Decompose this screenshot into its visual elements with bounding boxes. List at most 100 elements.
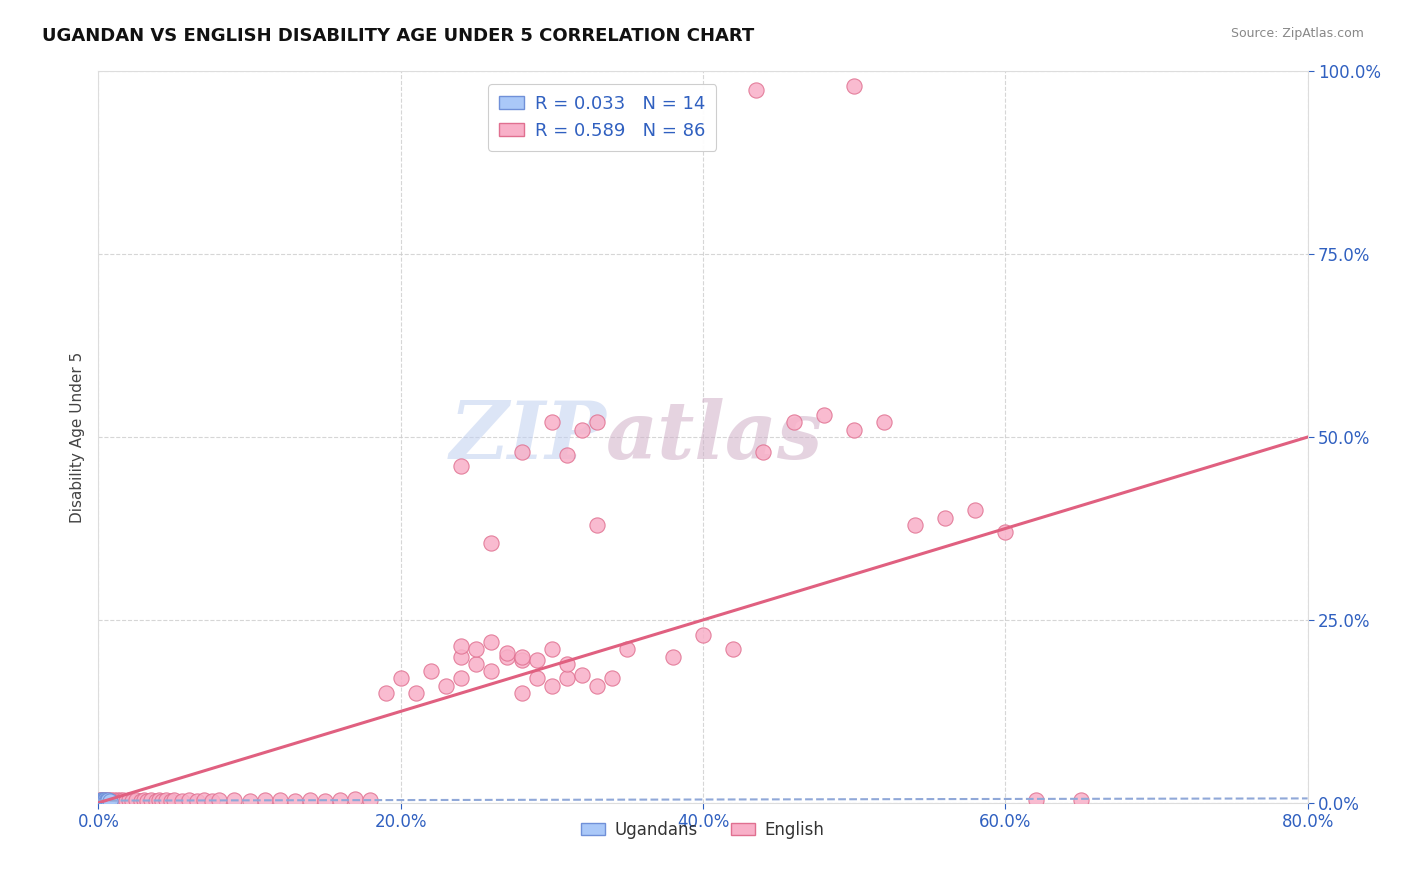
Point [374,686,396,700]
Point [510,653,533,667]
Point [90,794,112,808]
Point [450,459,472,474]
Legend: Ugandans, English: Ugandans, English [575,814,831,846]
Point [141,793,163,807]
Text: atlas: atlas [606,399,824,475]
Point [571,667,593,681]
Point [586,679,609,693]
Point [89,794,111,808]
Point [450,639,472,653]
Point [510,686,533,700]
Point [239,794,262,808]
Point [723,642,745,657]
Point [89,793,111,807]
Point [129,794,152,808]
Text: ZIP: ZIP [450,399,606,475]
Point [284,794,307,808]
Point [94,793,117,807]
Point [96,793,118,807]
Point [118,793,141,807]
Point [90,793,112,807]
Point [125,793,148,807]
Point [813,408,835,422]
Point [481,536,503,550]
Point [465,657,488,671]
Point [692,627,714,641]
Point [89,794,111,808]
Point [93,794,115,808]
Point [93,793,115,807]
Point [253,793,276,807]
Point [94,793,117,807]
Point [360,793,382,807]
Point [405,686,427,700]
Point [179,793,201,807]
Point [107,794,129,808]
Point [586,416,609,430]
Point [540,642,562,657]
Point [420,664,443,678]
Point [745,83,768,97]
Point [170,794,193,808]
Point [465,642,488,657]
Point [96,794,118,808]
Point [526,653,548,667]
Point [186,794,208,808]
Point [208,793,231,807]
Y-axis label: Disability Age Under 5: Disability Age Under 5 [69,351,84,523]
Point [103,793,125,807]
Point [540,679,562,693]
Point [904,517,927,532]
Point [752,444,775,458]
Point [91,794,114,808]
Point [91,793,114,807]
Point [344,792,367,806]
Point [783,416,806,430]
Point [193,793,215,807]
Point [155,793,177,807]
Point [98,794,121,808]
Point [994,525,1017,540]
Point [108,793,131,807]
Point [540,416,562,430]
Point [91,794,114,808]
Point [91,793,114,807]
Point [163,793,186,807]
Point [526,672,548,686]
Point [844,423,866,437]
Point [1024,793,1046,807]
Point [481,664,503,678]
Point [495,646,517,660]
Point [98,794,121,808]
Point [329,793,352,807]
Point [101,794,124,808]
Point [148,793,170,807]
Point [135,794,157,808]
Point [873,416,896,430]
Point [90,793,112,807]
Point [481,635,503,649]
Point [571,423,593,437]
Point [104,794,127,808]
Point [94,794,117,808]
Point [555,448,578,462]
Point [389,672,412,686]
Point [201,794,224,808]
Point [510,649,533,664]
Point [91,794,114,808]
Point [314,794,336,808]
Point [495,649,517,664]
Point [100,793,122,807]
Point [450,672,472,686]
Point [602,672,624,686]
Point [98,793,121,807]
Point [90,793,112,807]
Point [586,517,609,532]
Point [1070,793,1092,807]
Point [150,794,173,808]
Point [555,657,578,671]
Point [510,444,533,458]
Point [94,794,117,808]
Point [110,794,132,808]
Point [934,510,956,524]
